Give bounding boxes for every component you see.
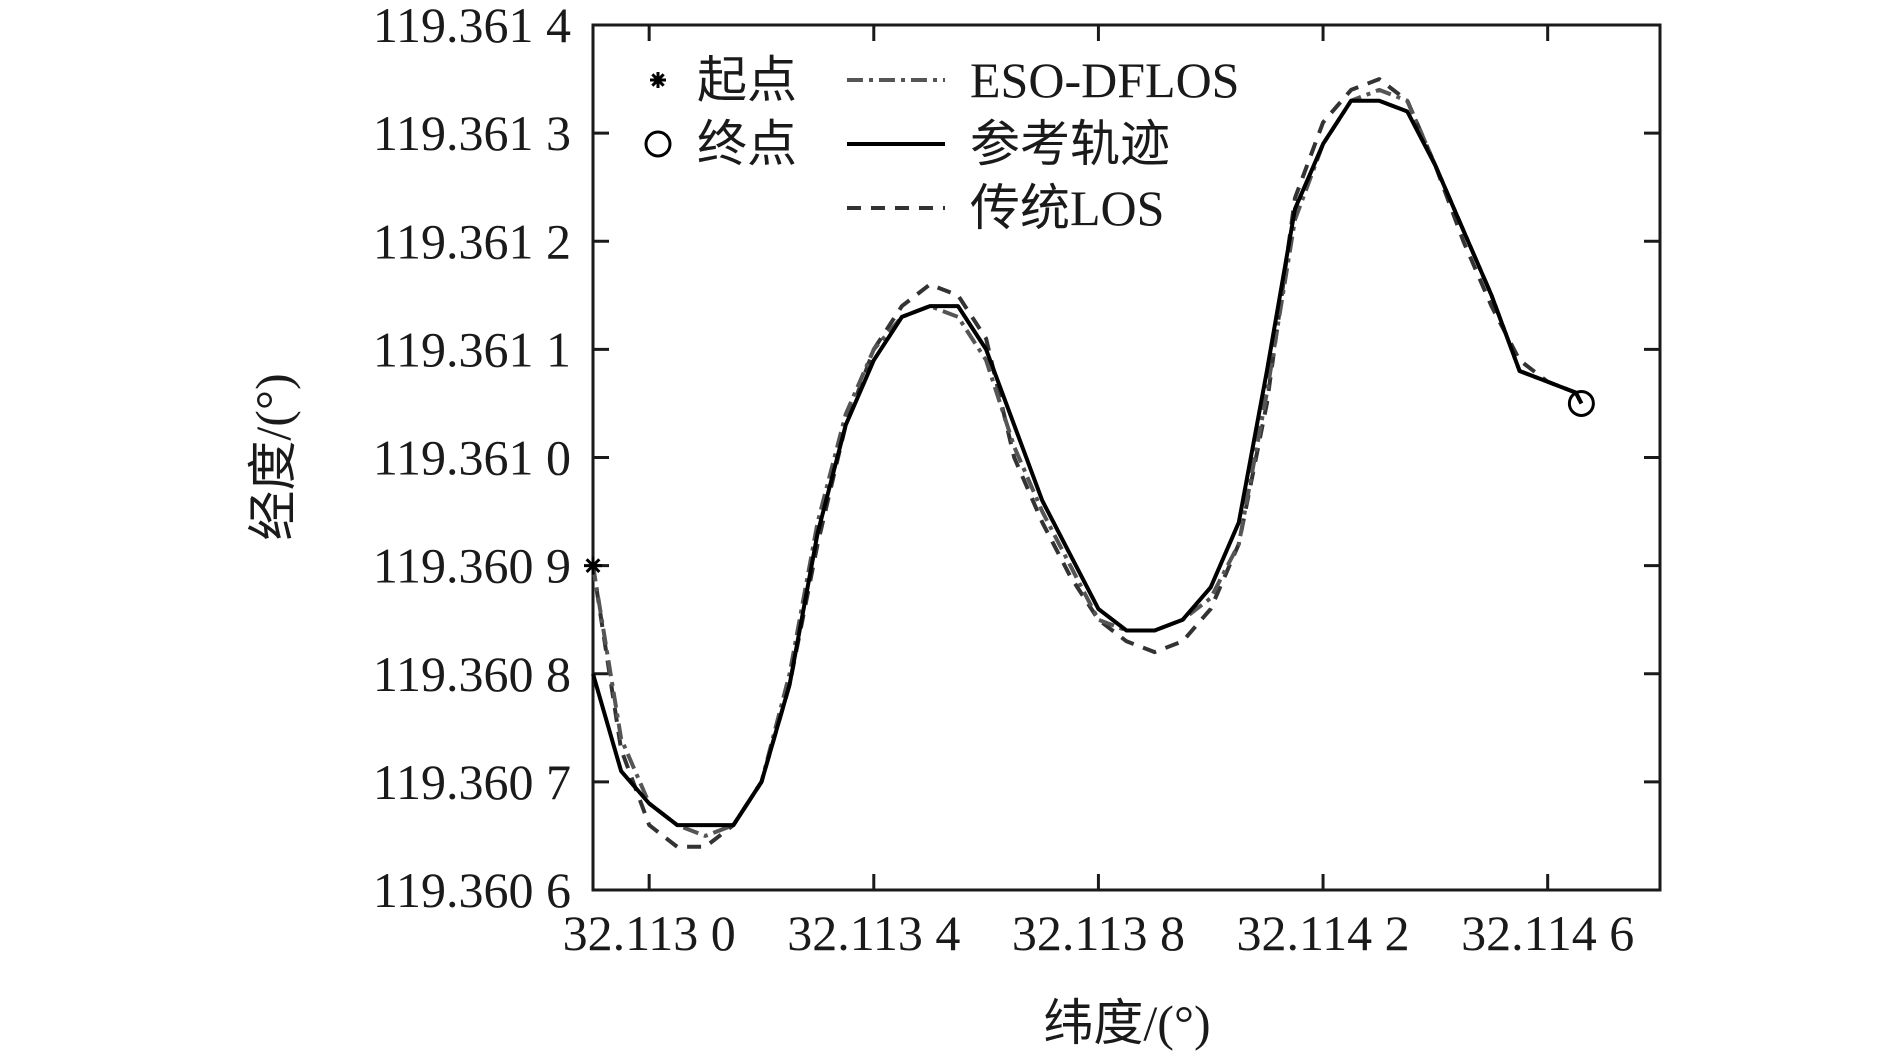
legend-item-eso-dflos: ESO-DFLOS <box>847 52 1239 108</box>
x-tick-label: 32.114 2 <box>1236 905 1409 961</box>
legend-item-start: 起点 <box>650 52 797 108</box>
legend-start-asterisk-icon <box>650 72 666 88</box>
y-tick-label: 119.360 7 <box>373 754 571 810</box>
legend-start-label: 起点 <box>697 52 797 108</box>
x-tick-label: 32.113 8 <box>1012 905 1185 961</box>
y-tick-label: 119.361 4 <box>373 0 571 53</box>
y-axis-ticks: 119.360 6 119.360 7 119.360 8 119.360 9 119.… <box>373 0 1660 918</box>
x-axis-label: 纬度/(°) <box>1043 995 1210 1051</box>
series-layer <box>591 77 1584 849</box>
x-tick-label: 32.114 6 <box>1461 905 1634 961</box>
start-point-marker <box>584 556 602 575</box>
series-line-reference <box>591 98 1584 828</box>
y-tick-label: 119.360 9 <box>373 538 571 594</box>
y-tick-label: 119.360 8 <box>373 646 571 702</box>
asterisk-stroke <box>585 558 601 574</box>
legend-item-reference: 参考轨迹 <box>847 116 1170 172</box>
y-tick-label: 119.361 3 <box>373 105 571 161</box>
y-tick-label: 119.361 1 <box>373 321 571 377</box>
x-axis-ticks: 32.113 0 32.113 4 32.113 8 32.114 2 32.114 6 <box>563 25 1634 961</box>
end-point-marker <box>1567 389 1595 417</box>
legend-end-label: 终点 <box>697 116 797 172</box>
legend-start-asterisk <box>650 72 666 88</box>
x-tick-label: 32.113 0 <box>563 905 736 961</box>
asterisk-stroke <box>651 73 665 87</box>
legend-eso-dflos-label: ESO-DFLOS <box>970 52 1239 108</box>
y-axis-label: 经度/(°) <box>245 373 301 540</box>
y-tick-label: 119.360 6 <box>373 862 571 918</box>
marker-layer <box>584 389 1595 575</box>
legend-traditional-los-label: 传统LOS <box>970 180 1164 236</box>
legend-end-circle-icon <box>644 130 672 158</box>
x-tick-label: 32.113 4 <box>787 905 960 961</box>
y-tick-label: 119.361 0 <box>373 430 571 486</box>
legend: 起点 终点 ESO-DFLOS 参考轨迹 传统LOS <box>644 52 1239 236</box>
legend-item-end: 终点 <box>644 116 797 172</box>
y-tick-label: 119.361 2 <box>373 213 571 269</box>
legend-reference-label: 参考轨迹 <box>970 116 1170 172</box>
legend-item-traditional-los: 传统LOS <box>847 180 1164 236</box>
